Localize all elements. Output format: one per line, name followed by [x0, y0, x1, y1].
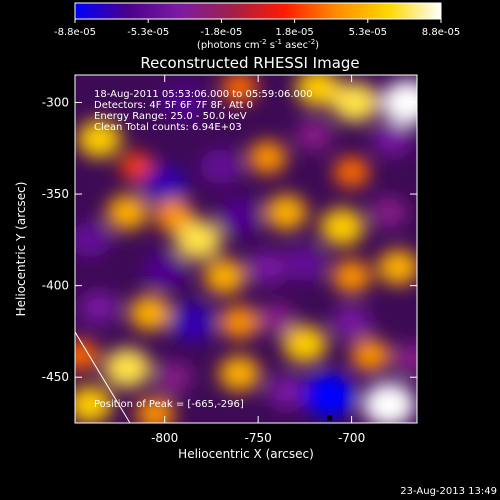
peak-marker	[327, 415, 333, 421]
heatmap-blob	[203, 258, 246, 295]
heatmap-blob	[377, 249, 417, 285]
heatmap-blob	[258, 303, 295, 335]
heatmap-blob	[155, 361, 193, 393]
y-tick-label: -350	[42, 187, 69, 201]
peak-label: Position of Peak = [-665,-296]	[94, 399, 244, 410]
heatmap-blob	[141, 164, 189, 205]
info-line: Energy Range: 25.0 - 50.0 keV	[94, 111, 247, 122]
heatmap-blob	[174, 219, 222, 260]
heatmap-blob	[217, 197, 262, 235]
heatmap-blobs	[75, 75, 417, 423]
heatmap-blob	[320, 208, 365, 246]
heatmap-blob	[75, 339, 99, 371]
heatmap-blob	[370, 196, 408, 228]
y-tick-label: -300	[42, 95, 69, 109]
heatmap-blob	[77, 120, 122, 158]
plot-frame	[74, 74, 418, 424]
info-annotation: 18-Aug-2011 05:53:06.000 to 05:59:06.000…	[94, 89, 313, 133]
heatmap-blob	[128, 295, 171, 331]
heatmap-blob	[248, 250, 287, 284]
footer-timestamp: 23-Aug-2013 13:49	[400, 486, 497, 497]
heatmap-blob	[142, 252, 187, 290]
colorbar-tick-label: -8.8e-05	[54, 27, 96, 38]
plot-title: Reconstructed RHESSI Image	[140, 54, 359, 72]
heatmap-blob	[220, 305, 259, 339]
colorbar-ticks: -8.8e-05 -5.3e-05 -1.8e-05 1.8e-05 5.3e-05 8.…	[54, 19, 460, 38]
colorbar-tick-label: 1.8e-05	[275, 27, 313, 38]
heatmap-blob	[248, 140, 287, 174]
heatmap-blob	[331, 82, 379, 123]
heatmap-blob	[106, 194, 149, 231]
colorbar-tick-label: -1.8e-05	[200, 27, 242, 38]
x-tick-label: -750	[245, 431, 272, 445]
heatmap-blob	[373, 122, 413, 156]
heatmap-blob	[333, 156, 370, 188]
x-axis-label: Heliocentric X (arcsec)	[178, 447, 314, 461]
y-axis: -300 -350 -400 -450	[42, 95, 417, 384]
heatmap-blob	[296, 120, 333, 151]
heatmap-blob	[295, 75, 341, 107]
heatmap-blob	[221, 75, 258, 104]
colorbar-strip	[74, 2, 442, 20]
heatmap-blob	[265, 194, 307, 231]
heatmap-blob	[103, 348, 151, 389]
heatmap-blob	[79, 291, 119, 325]
limb-line	[75, 331, 131, 423]
heatmap-area	[75, 75, 417, 423]
heatmap-blob	[332, 305, 372, 339]
info-line: Detectors: 4F 5F 6F 7F 8F, Att 0	[94, 100, 253, 111]
heatmap-blob	[169, 302, 217, 343]
heatmap-blob	[266, 375, 306, 409]
y-tick-label: -400	[42, 279, 69, 293]
x-tick-label: -800	[151, 431, 178, 445]
x-axis: -800 -750 -700	[151, 75, 365, 445]
colorbar-units: (photons cm-2 s-1 asec-2)	[197, 38, 319, 51]
heatmap-blob	[199, 148, 242, 185]
y-tick-label: -450	[42, 370, 69, 384]
heatmap-blob	[332, 259, 372, 294]
colorbar-tick-label: 8.8e-05	[422, 27, 460, 38]
heatmap-blob	[303, 373, 356, 418]
heatmap-blob	[350, 338, 390, 372]
info-line: 18-Aug-2011 05:53:06.000 to 05:59:06.000	[94, 89, 313, 100]
heatmap-blob	[75, 385, 113, 423]
colorbar: -8.8e-05 -5.3e-05 -1.8e-05 1.8e-05 5.3e-05 8.…	[54, 2, 460, 51]
heatmap-blob	[75, 222, 111, 258]
info-line: Clean Total counts: 6.94E+03	[94, 122, 242, 133]
heatmap-blob	[282, 325, 328, 364]
heatmap-blob	[218, 355, 261, 392]
heatmap-blob	[161, 83, 206, 122]
heatmap-blob	[393, 343, 417, 375]
heatmap-blob	[284, 245, 326, 282]
heatmap-blob	[119, 152, 154, 181]
heatmap-blob	[381, 80, 417, 125]
x-tick-label: -700	[338, 431, 365, 445]
heatmap-blob	[362, 382, 415, 423]
colorbar-tick-label: 5.3e-05	[349, 27, 387, 38]
y-axis-label: Heliocentric Y (arcsec)	[14, 182, 28, 317]
colorbar-tick-label: -5.3e-05	[127, 27, 169, 38]
